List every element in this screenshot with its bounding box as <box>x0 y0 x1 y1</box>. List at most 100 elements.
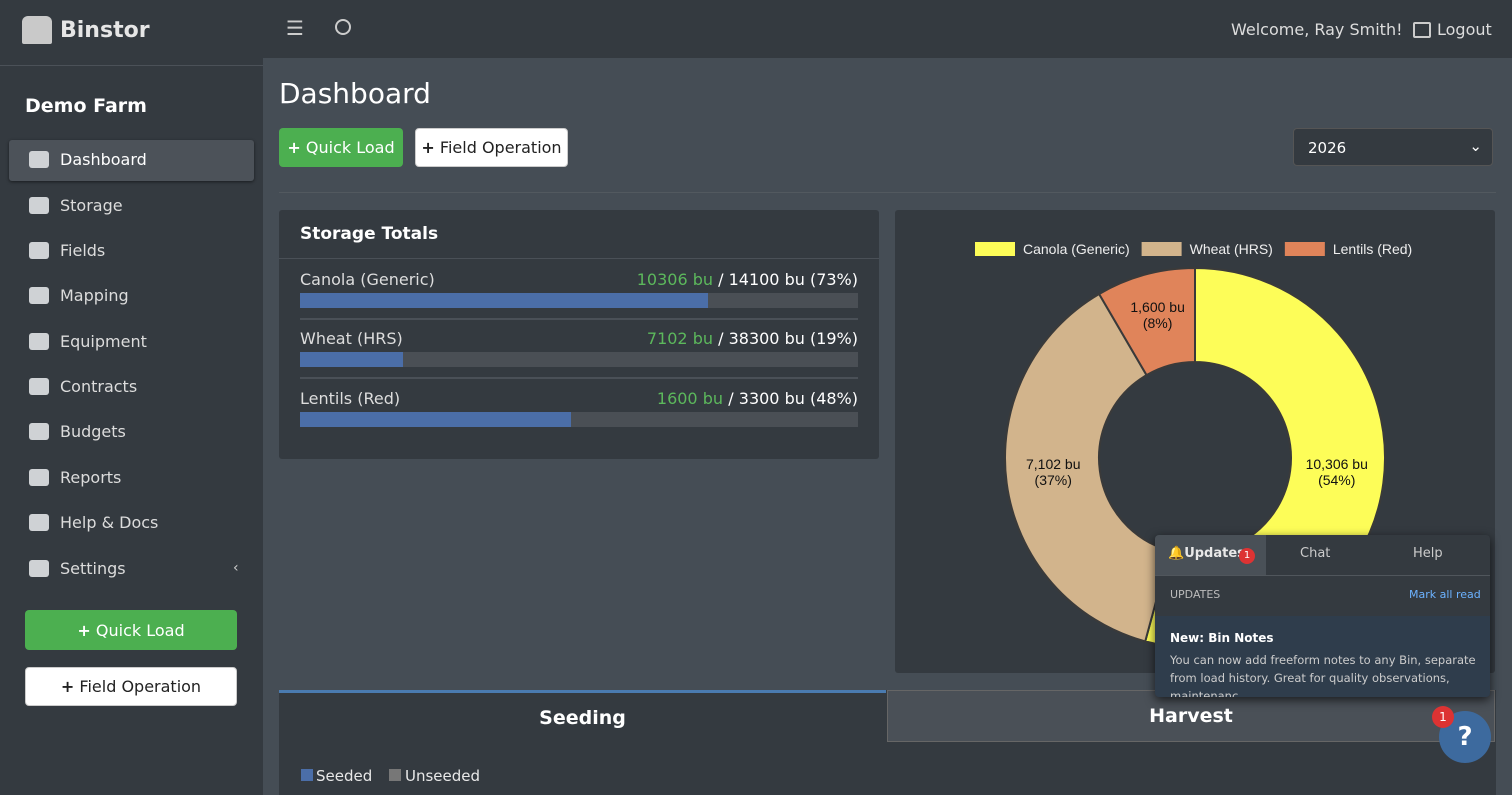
label: Quick Load <box>95 620 185 640</box>
divider <box>279 192 1496 193</box>
item-title: New: Bin Notes <box>1170 631 1274 645</box>
badge: 1 <box>1239 548 1255 564</box>
logout-icon <box>1413 22 1431 38</box>
chevron: ‹ <box>233 560 239 576</box>
stored: 1600 bu <box>656 389 723 408</box>
divider <box>300 318 858 320</box>
crop-name: Canola (Generic) <box>300 270 435 289</box>
divider <box>1155 575 1490 576</box>
tab-seeding[interactable]: Seeding <box>279 690 886 742</box>
card-title: Storage Totals <box>300 224 439 244</box>
label: Updates <box>1184 546 1245 561</box>
donut-slice <box>1097 266 1196 377</box>
item-text: You can now add freeform notes to any Bi… <box>1170 653 1476 697</box>
slice-percent: (37%) <box>1035 472 1072 488</box>
nav-icon <box>29 560 49 577</box>
divider <box>300 377 858 379</box>
nav-item[interactable]: Help & Docs <box>60 513 159 532</box>
slice-percent: (54%) <box>1318 472 1355 488</box>
label: Seeding <box>539 706 626 729</box>
sidebar-field-op[interactable]: + Field Operation <box>25 667 237 706</box>
sidebar-quick-load[interactable]: + Quick Load <box>25 610 237 650</box>
tab-help[interactable]: Help <box>1413 546 1443 561</box>
slice-label: 1,600 bu <box>1130 299 1185 315</box>
updates-popup: 🔔Updates 1 Chat Help UPDATES Mark all re… <box>1155 535 1490 697</box>
total: / 38300 bu (19%) <box>718 329 858 348</box>
nav-icon <box>29 378 49 395</box>
divider <box>0 65 263 66</box>
sidebar <box>0 0 263 795</box>
divider <box>279 258 879 259</box>
field-op[interactable]: + Field Operation <box>415 128 568 167</box>
heading: UPDATES <box>1170 588 1221 601</box>
year-select[interactable]: 2026 ⌄ <box>1293 128 1493 166</box>
label: Harvest <box>1149 705 1233 727</box>
total: / 14100 bu (73%) <box>718 270 858 289</box>
quick-load[interactable]: + Quick Load <box>279 128 403 167</box>
legend-swatch <box>301 769 313 781</box>
search-icon[interactable] <box>335 19 351 35</box>
legend-label: Lentils (Red) <box>1333 241 1412 257</box>
update-item[interactable] <box>1155 616 1490 697</box>
legend-label: Unseeded <box>405 767 481 785</box>
slice-label: 10,306 bu <box>1306 456 1368 472</box>
nav-icon <box>29 333 49 350</box>
welcome: Welcome, Ray Smith! <box>1231 20 1403 39</box>
logout[interactable]: Logout <box>1437 20 1492 39</box>
label: Field Operation <box>439 138 562 157</box>
nav-item[interactable]: Budgets <box>60 422 126 441</box>
badge: 1 <box>1432 706 1454 728</box>
legend-swatch <box>975 242 1015 256</box>
nav-item[interactable]: Fields <box>60 241 106 260</box>
tab-harvest[interactable]: Harvest <box>887 690 1495 742</box>
legend-swatch <box>1284 242 1325 256</box>
nav-item[interactable]: Storage <box>60 196 123 215</box>
progress-track <box>300 352 858 367</box>
logo <box>22 16 52 44</box>
progress-bar <box>300 352 404 367</box>
stored: 7102 bu <box>646 329 713 348</box>
brand: Binstor <box>60 18 150 43</box>
crop-name: Wheat (HRS) <box>300 329 403 348</box>
nav-item[interactable]: Reports <box>60 468 122 487</box>
label: Chat <box>1300 546 1331 561</box>
nav-active <box>9 140 254 181</box>
nav-icon <box>29 514 49 531</box>
nav-icon <box>29 287 49 304</box>
nav-item[interactable]: Contracts <box>60 377 138 396</box>
nav-item[interactable]: Dashboard <box>60 150 147 169</box>
nav-item[interactable]: Settings <box>60 559 126 578</box>
tab-updates[interactable]: 🔔Updates <box>1168 546 1245 561</box>
legend-label: Canola (Generic) <box>1023 241 1130 257</box>
page-title: Dashboard <box>279 77 431 110</box>
icon: ? <box>1457 722 1473 752</box>
stored: 10306 bu <box>636 270 713 289</box>
legend-swatch <box>389 769 401 781</box>
tab-chat[interactable]: Chat <box>1300 546 1330 561</box>
label: Field Operation <box>79 677 202 696</box>
nav-icon <box>29 197 49 214</box>
slice-percent: (8%) <box>1143 315 1173 331</box>
legend-label: Wheat (HRS) <box>1190 241 1273 257</box>
progress-bar <box>300 293 708 308</box>
progress-bar <box>300 412 571 427</box>
nav-item[interactable]: Equipment <box>60 332 147 351</box>
legend-swatch <box>1141 242 1182 256</box>
year: 2026 <box>1308 139 1347 157</box>
slice-label: 7,102 bu <box>1026 456 1081 472</box>
nav-item[interactable]: Mapping <box>60 286 129 305</box>
donut-slice <box>1004 292 1172 643</box>
menu-icon[interactable]: ☰ <box>286 16 304 40</box>
crop-name: Lentils (Red) <box>300 389 401 408</box>
mark-all[interactable]: Mark all read <box>1409 588 1481 601</box>
farm-name: Demo Farm <box>25 95 147 117</box>
nav-icon <box>29 423 49 440</box>
label: Quick Load <box>305 138 395 157</box>
nav-icon <box>29 469 49 486</box>
legend-label: Seeded <box>316 767 373 785</box>
topbar <box>263 0 1512 58</box>
label: Help <box>1413 546 1443 561</box>
nav-icon <box>29 151 49 168</box>
nav-icon <box>29 242 49 259</box>
